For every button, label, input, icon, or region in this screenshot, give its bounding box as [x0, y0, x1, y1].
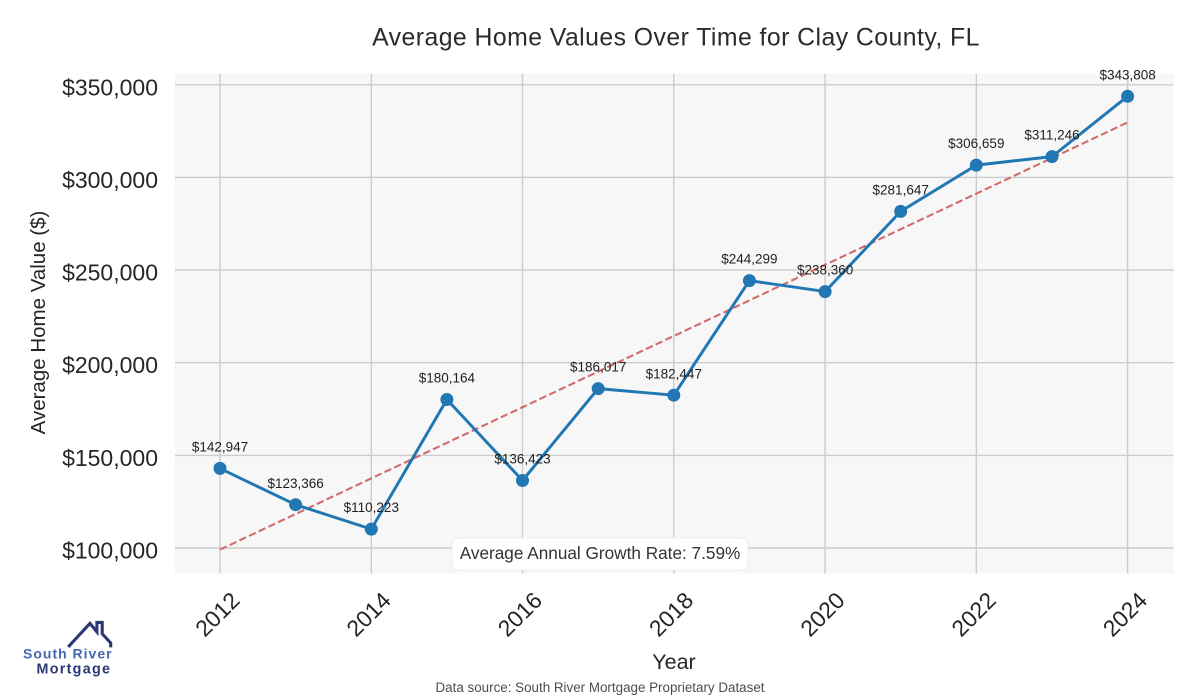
svg-text:$244,299: $244,299 — [721, 252, 777, 267]
svg-text:Mortgage: Mortgage — [37, 662, 112, 678]
svg-text:$123,366: $123,366 — [267, 476, 323, 491]
svg-text:$350,000: $350,000 — [62, 74, 158, 100]
svg-text:2020: 2020 — [795, 587, 850, 642]
svg-text:Data source: South River Mortg: Data source: South River Mortgage Propri… — [436, 680, 765, 695]
svg-text:$238,360: $238,360 — [797, 263, 853, 278]
svg-text:$110,223: $110,223 — [344, 500, 399, 515]
svg-text:2014: 2014 — [341, 587, 396, 642]
svg-text:2024: 2024 — [1098, 587, 1153, 642]
svg-text:$142,947: $142,947 — [192, 440, 248, 455]
svg-text:$200,000: $200,000 — [62, 352, 158, 378]
svg-text:Average Annual Growth Rate: 7.: Average Annual Growth Rate: 7.59% — [460, 543, 741, 563]
svg-text:$250,000: $250,000 — [62, 260, 158, 286]
svg-text:$100,000: $100,000 — [62, 538, 158, 564]
svg-text:$311,246: $311,246 — [1024, 128, 1079, 143]
svg-text:$281,647: $281,647 — [873, 183, 929, 198]
svg-text:South River: South River — [23, 646, 113, 662]
svg-text:$180,164: $180,164 — [419, 371, 476, 386]
svg-text:$136,423: $136,423 — [494, 452, 550, 467]
svg-text:$182,447: $182,447 — [646, 366, 702, 381]
svg-text:$343,808: $343,808 — [1099, 67, 1155, 82]
svg-text:2012: 2012 — [190, 587, 245, 642]
svg-text:$150,000: $150,000 — [62, 445, 158, 471]
svg-text:Average Home Value ($): Average Home Value ($) — [27, 211, 50, 435]
svg-text:Year: Year — [652, 650, 695, 674]
svg-text:$300,000: $300,000 — [62, 167, 158, 193]
svg-text:2016: 2016 — [493, 587, 548, 642]
svg-text:$186,017: $186,017 — [570, 360, 626, 375]
svg-text:$306,659: $306,659 — [948, 136, 1004, 151]
svg-text:Average Home Values Over Time: Average Home Values Over Time for Clay C… — [372, 25, 980, 52]
svg-text:2022: 2022 — [946, 587, 1001, 642]
svg-text:2018: 2018 — [644, 587, 699, 642]
